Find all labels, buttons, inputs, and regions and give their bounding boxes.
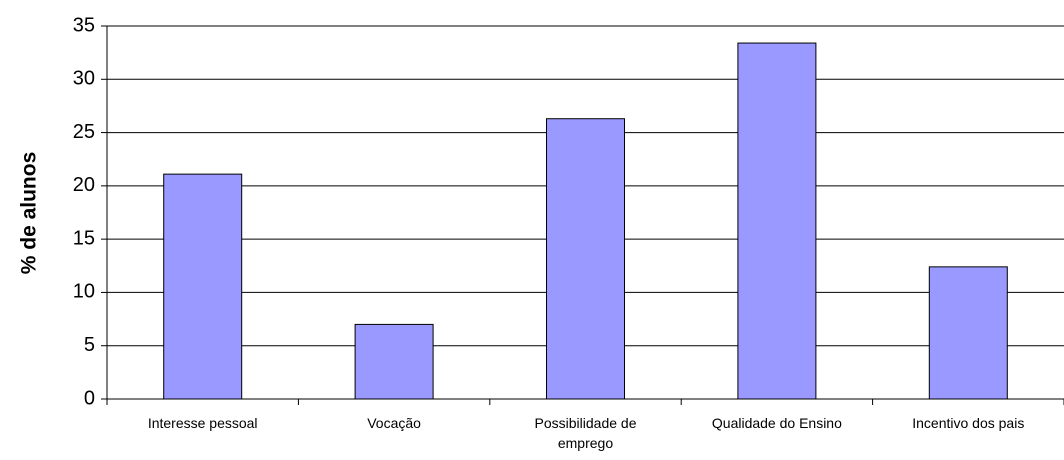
bar: [737, 42, 817, 400]
bar: [546, 118, 625, 400]
x-tick-label: Qualidade do Ensino: [711, 415, 842, 431]
y-tick-label: 35: [73, 14, 95, 36]
y-tick-label: 20: [73, 174, 95, 196]
y-tick-label: 5: [84, 334, 95, 356]
bar: [354, 323, 434, 400]
y-tick-label: 0: [84, 387, 95, 409]
bar: [163, 173, 243, 400]
y-tick-label: 10: [73, 281, 95, 303]
x-tick-label: Possibilidade de emprego: [534, 415, 637, 451]
x-tick-label: Vocação: [367, 415, 421, 431]
x-tick-label: Interesse pessoal: [147, 415, 258, 431]
y-tick-label: 25: [73, 121, 95, 143]
y-axis-title: % de alunos: [18, 152, 41, 275]
y-tick-label: 15: [73, 227, 95, 249]
x-tick-label: Incentivo dos pais: [912, 415, 1025, 431]
y-tick-label: 30: [73, 68, 95, 90]
bar: [928, 266, 1008, 400]
